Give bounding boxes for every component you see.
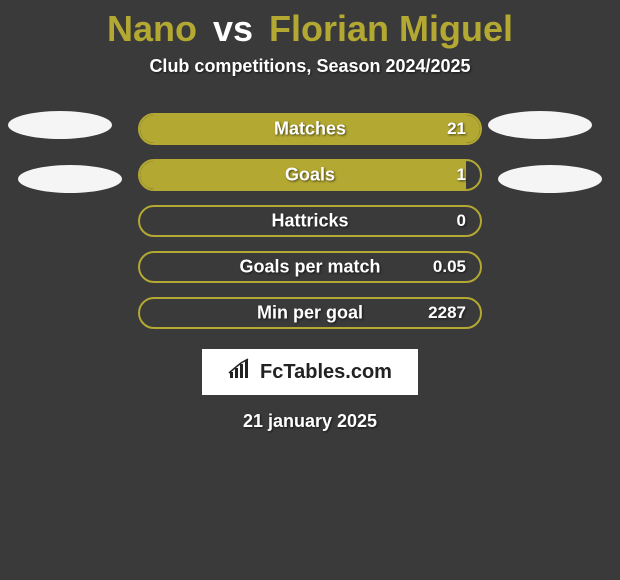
stat-bars: Matches 21 Goals 1 Hattricks 0 Goals per match…: [138, 95, 482, 329]
player2-name: Florian Miguel: [269, 8, 513, 49]
stat-bar-label: Hattricks: [271, 211, 348, 232]
stat-bar: Min per goal 2287: [138, 297, 482, 329]
stat-bar-value: 21: [447, 119, 466, 139]
page-title: Nano vs Florian Miguel: [0, 0, 620, 56]
logo-box: FcTables.com: [202, 349, 418, 395]
logo-text: FcTables.com: [260, 361, 392, 384]
stat-bar-label: Min per goal: [257, 303, 363, 324]
stat-bar-value: 1: [457, 165, 466, 185]
bars-chart-icon: [228, 358, 254, 386]
stat-bar-value: 0.05: [433, 257, 466, 277]
decorative-ellipse: [8, 111, 112, 139]
vs-text: vs: [213, 8, 253, 49]
stat-bar: Goals 1: [138, 159, 482, 191]
stat-bar-label: Goals: [285, 165, 335, 186]
stat-bar: Hattricks 0: [138, 205, 482, 237]
logo: FcTables.com: [228, 358, 392, 386]
stat-bar: Matches 21: [138, 113, 482, 145]
decorative-ellipse: [488, 111, 592, 139]
decorative-ellipse: [18, 165, 122, 193]
stat-bar-label: Matches: [274, 119, 346, 140]
subtitle: Club competitions, Season 2024/2025: [0, 56, 620, 95]
chart-area: Matches 21 Goals 1 Hattricks 0 Goals per match…: [0, 95, 620, 329]
decorative-ellipse: [498, 165, 602, 193]
stat-bar-value: 0: [457, 211, 466, 231]
player1-name: Nano: [107, 8, 197, 49]
comparison-card: Nano vs Florian Miguel Club competitions…: [0, 0, 620, 432]
stat-bar-label: Goals per match: [239, 257, 380, 278]
stat-bar: Goals per match 0.05: [138, 251, 482, 283]
stat-bar-value: 2287: [428, 303, 466, 323]
date-text: 21 january 2025: [0, 411, 620, 432]
